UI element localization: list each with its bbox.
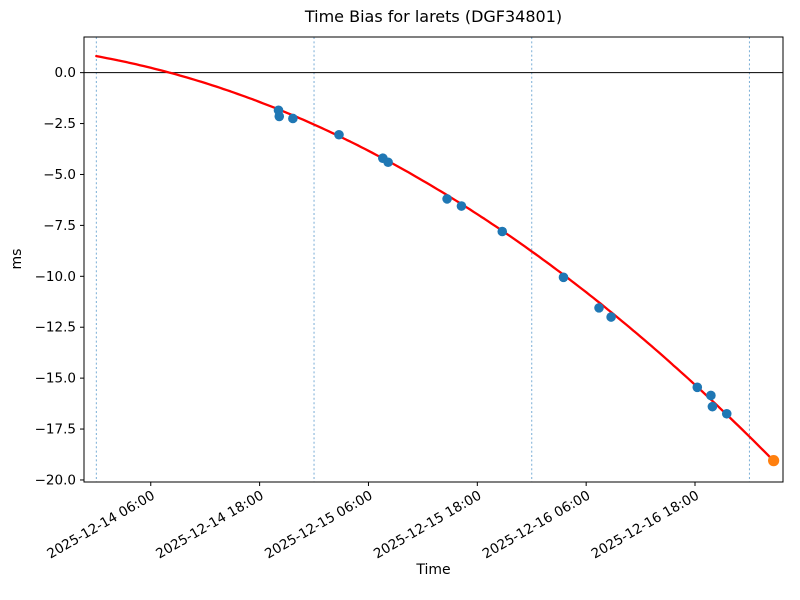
x-tick-label: 2025-12-16 06:00	[480, 488, 593, 563]
observed-point	[558, 272, 569, 283]
observed-point	[274, 111, 285, 122]
y-tick-label: −17.5	[35, 422, 76, 438]
y-tick-label: −10.0	[35, 269, 76, 285]
plot-border	[83, 36, 784, 483]
observed-point	[497, 226, 508, 237]
observed-point	[706, 390, 716, 401]
y-tick-label: −12.5	[35, 320, 76, 336]
observed-point	[721, 408, 732, 419]
x-tick-label: 2025-12-15 06:00	[262, 488, 375, 563]
y-tick-label: −15.0	[35, 371, 76, 387]
observed-point	[334, 129, 344, 140]
observed-point	[594, 303, 604, 313]
x-axis-label: Time	[416, 562, 451, 578]
y-tick-label: −7.5	[43, 218, 76, 234]
latest-point	[768, 455, 780, 467]
observed-point	[692, 382, 703, 393]
y-tick-label: −2.5	[43, 116, 76, 132]
observed-point	[707, 401, 718, 412]
x-tick-label: 2025-12-14 06:00	[44, 488, 157, 563]
observed-point	[456, 201, 467, 211]
y-tick-label: −20.0	[35, 472, 76, 488]
chart-title: Time Bias for larets (DGF34801)	[304, 7, 563, 26]
y-tick-label: 0.0	[55, 65, 76, 81]
y-tick-label: −5.0	[43, 167, 76, 183]
fit-curve	[95, 54, 773, 460]
x-tick-label: 2025-12-16 18:00	[589, 488, 702, 563]
x-tick-label: 2025-12-14 18:00	[153, 488, 266, 563]
observed-point	[288, 113, 298, 124]
observed-point	[442, 194, 452, 204]
observed-point	[383, 157, 393, 168]
observed-point	[606, 312, 616, 322]
x-tick-label: 2025-12-15 18:00	[371, 488, 484, 563]
